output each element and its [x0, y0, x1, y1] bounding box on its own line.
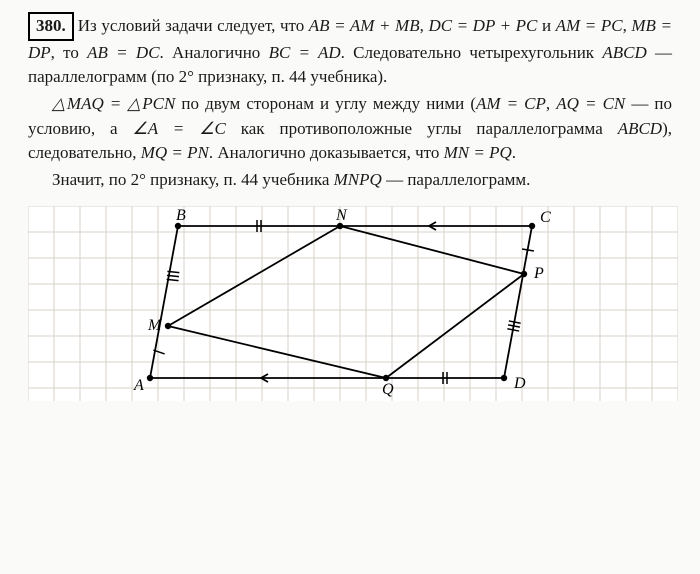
text: и	[537, 16, 555, 35]
text: . Аналогично	[160, 43, 269, 62]
text: . Следовательно четырехугольник	[341, 43, 603, 62]
text: Из условий задачи следует, что	[78, 16, 309, 35]
math: AB = DC	[87, 43, 159, 62]
svg-text:A: A	[133, 377, 144, 394]
math: AM = CP	[476, 94, 546, 113]
svg-text:B: B	[176, 207, 186, 224]
math: MN = PQ	[444, 143, 512, 162]
svg-text:M: M	[147, 317, 163, 334]
svg-text:C: C	[540, 209, 551, 226]
math: AQ = CN	[556, 94, 625, 113]
math: DC = DP + PC	[428, 16, 537, 35]
text: по двум сторонам и углу между ними (	[175, 94, 476, 113]
page: 380.Из условий задачи следует, что AB = …	[0, 0, 700, 574]
svg-text:Q: Q	[382, 381, 394, 398]
problem-number: 380.	[28, 12, 74, 41]
diagram: A B C D M N P Q	[28, 206, 672, 401]
paragraph-1: 380.Из условий задачи следует, что AB = …	[28, 12, 672, 90]
svg-text:D: D	[513, 375, 526, 392]
diagram-svg: A B C D M N P Q	[28, 206, 678, 401]
text: , то	[51, 43, 87, 62]
math: AM = PC	[556, 16, 623, 35]
math: △MAQ = △PCN	[52, 94, 175, 113]
math: MQ = PN	[141, 143, 209, 162]
math: MNPQ	[334, 170, 382, 189]
text: . Аналогично доказывается, что	[209, 143, 444, 162]
math: ∠A = ∠C	[133, 119, 226, 138]
text: как противоположные углы параллелограмма	[226, 119, 618, 138]
text: — параллелограмм.	[382, 170, 531, 189]
math: ABCD	[602, 43, 646, 62]
paragraph-3: Значит, по 2° признаку, п. 44 учебника M…	[28, 168, 672, 193]
paragraph-2: △MAQ = △PCN по двум сторонам и углу межд…	[28, 92, 672, 166]
math: BC = AD	[269, 43, 341, 62]
svg-text:P: P	[533, 265, 544, 282]
svg-text:N: N	[335, 207, 348, 224]
text: Значит, по 2° признаку, п. 44 учебника	[52, 170, 334, 189]
math: ABCD	[618, 119, 662, 138]
math: AB = AM + MB	[309, 16, 420, 35]
